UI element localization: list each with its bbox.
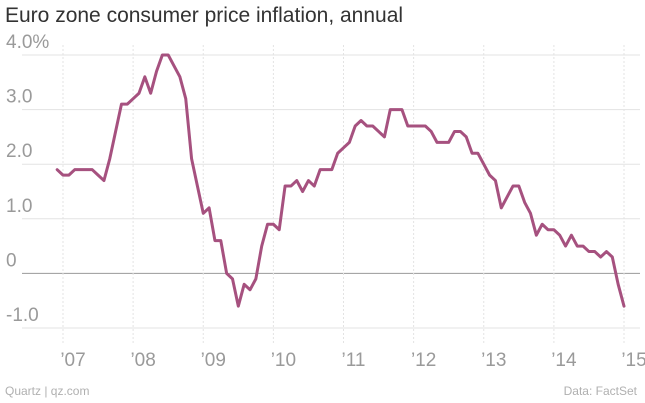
x-axis-tick-labels: ’07 ’08 ’09 ’10 ’11 ’12 ’13 ’14 ’15	[60, 350, 645, 371]
y-tick-label: 3.0	[6, 87, 32, 108]
y-tick-label: 2.0	[6, 141, 32, 162]
x-tick-label: ’15	[621, 350, 645, 371]
series-layer	[55, 53, 626, 308]
x-tick-label: ’07	[60, 350, 85, 371]
x-tick-label: ’08	[130, 350, 155, 371]
y-tick-label: -1.0	[6, 305, 39, 326]
x-tick-label: ’12	[411, 350, 436, 371]
x-tick-label: ’09	[201, 350, 226, 371]
x-tick-label: ’11	[342, 350, 366, 371]
y-axis-tick-labels: 4.0% 3.0 2.0 1.0 0 -1.0	[6, 32, 49, 326]
x-tick-label: ’14	[551, 350, 577, 371]
footer-source-right: Data: FactSet	[563, 384, 637, 398]
x-tick-label: ’13	[481, 350, 506, 371]
y-tick-label: 4.0%	[6, 32, 49, 53]
y-tick-label: 0	[6, 250, 17, 271]
chart-title: Euro zone consumer price inflation, annu…	[5, 4, 404, 27]
grid-lines	[22, 45, 640, 345]
y-tick-label: 1.0	[6, 196, 32, 217]
footer-source-left: Quartz | qz.com	[5, 384, 90, 398]
x-tick-label: ’10	[271, 350, 296, 371]
series-line-cpi	[55, 53, 626, 308]
